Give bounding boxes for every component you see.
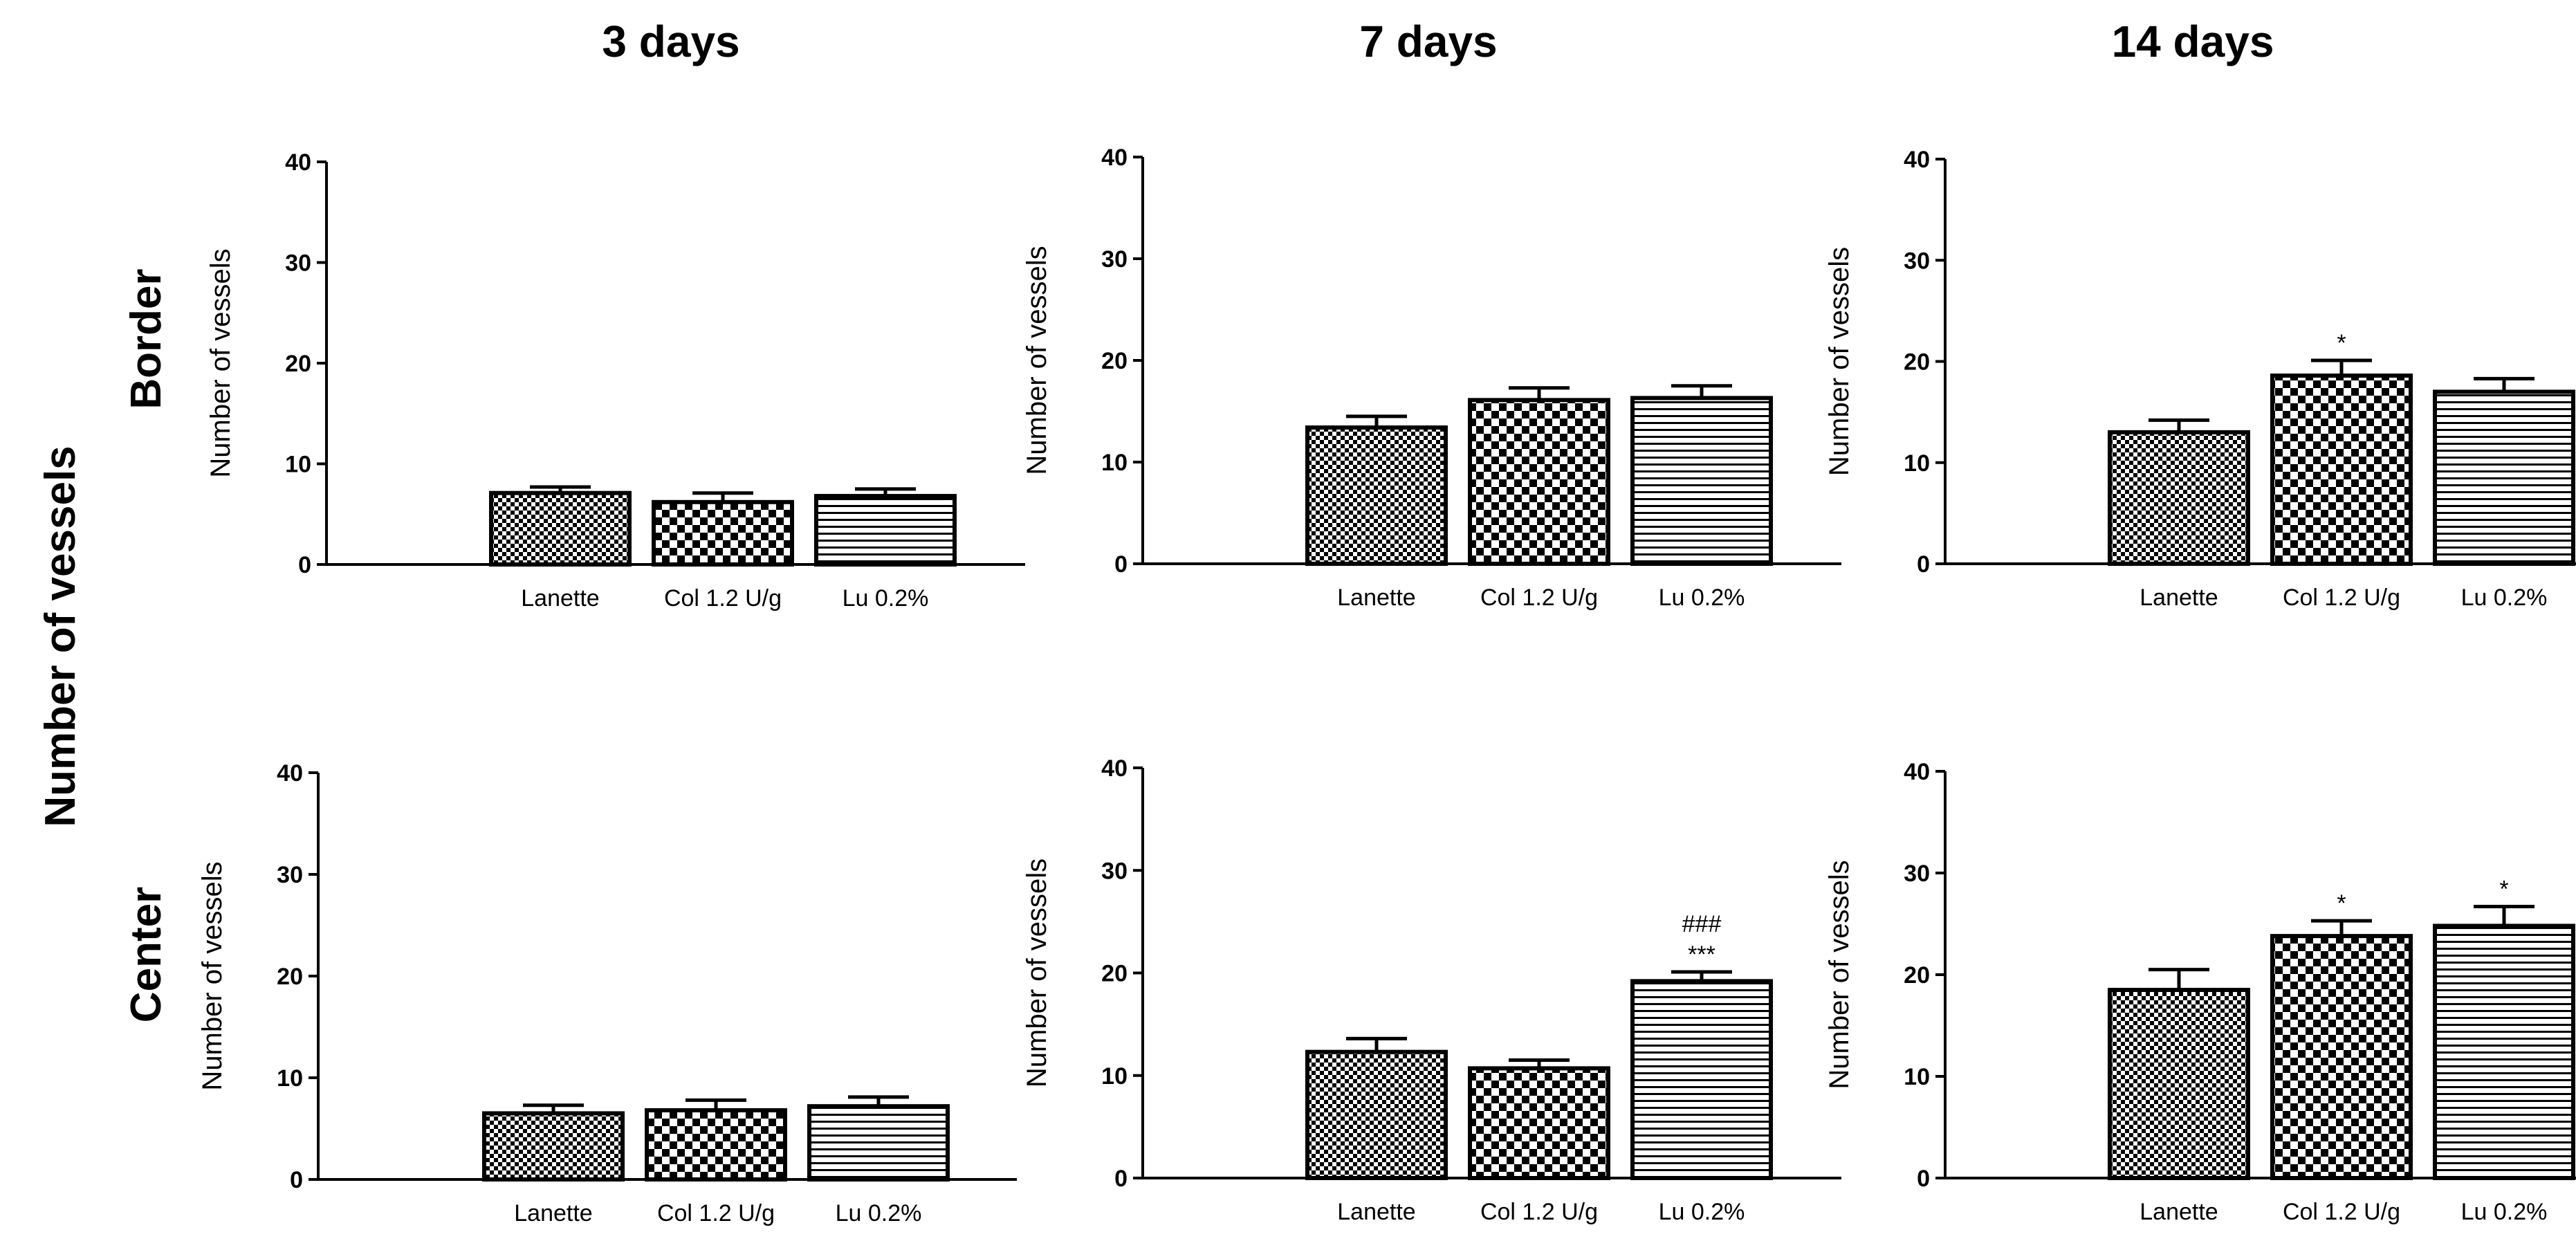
y-axis-label: Number of vessels: [1022, 246, 1052, 475]
y-tick-label: 30: [277, 862, 303, 888]
bar-lanette: [2108, 988, 2250, 1181]
y-tick-label: 0: [298, 552, 311, 578]
x-tick-label: Lu 0.2%: [2461, 585, 2548, 611]
y-tick-label: 20: [277, 964, 303, 990]
y-tick-label: 10: [285, 452, 311, 478]
significance-marker: ***: [1688, 941, 1715, 968]
bar-col-1-2-u-g: [2270, 373, 2413, 566]
y-tick-label: 0: [1114, 551, 1128, 578]
x-tick-label: Lu 0.2%: [836, 1200, 922, 1226]
chart-panel-border-7-days: Number of vessels 0 10 20 30 40 Lanette Col 1.2…: [1022, 145, 1841, 611]
significance-marker: *: [2337, 330, 2346, 356]
y-tick-label: 30: [1101, 858, 1128, 884]
y-tick-label: 20: [1101, 348, 1128, 374]
x-tick-label: Lanette: [521, 585, 599, 612]
significance-marker: *: [2499, 876, 2508, 903]
bar-lu-0-2-: [2433, 923, 2575, 1180]
column-title-3-days: 3 days: [602, 17, 739, 66]
y-tick-label: 0: [290, 1167, 303, 1193]
bar-col-1-2-u-g: [1468, 1066, 1610, 1181]
x-tick-label: Lu 0.2%: [2461, 1199, 2548, 1225]
y-tick-label: 0: [1917, 551, 1930, 578]
significance-marker: ###: [1682, 911, 1722, 937]
x-tick-label: Lu 0.2%: [1659, 1199, 1745, 1225]
x-tick-label: Lanette: [514, 1200, 592, 1226]
bar-lanette: [489, 490, 632, 567]
y-tick-label: 40: [1101, 755, 1128, 782]
x-tick-label: Lu 0.2%: [1659, 585, 1745, 611]
y-tick-label: 40: [1904, 147, 1930, 173]
figure-y-axis-label: Number of vessels: [37, 445, 84, 827]
y-tick-label: 40: [277, 760, 303, 787]
y-axis-label: Number of vessels: [1022, 858, 1052, 1087]
y-tick-label: 20: [1101, 961, 1128, 987]
y-tick-label: 30: [1904, 248, 1930, 274]
y-axis-label: Number of vessels: [1824, 247, 1855, 476]
chart-panel-center-14-days: Number of vessels 0 10 20 30 40 Lanette Col 1.2…: [1824, 759, 2576, 1225]
y-tick-label: 20: [1904, 962, 1930, 989]
y-tick-label: 0: [1114, 1166, 1128, 1192]
y-tick-label: 10: [1101, 450, 1128, 476]
bar-lanette: [482, 1111, 625, 1182]
y-tick-label: 10: [1904, 1064, 1930, 1090]
x-tick-label: Col 1.2 U/g: [664, 585, 782, 612]
x-tick-label: Col 1.2 U/g: [2283, 1199, 2400, 1225]
y-tick-label: 20: [285, 351, 311, 377]
x-tick-label: Lanette: [1337, 585, 1415, 611]
y-tick-label: 10: [277, 1065, 303, 1092]
chart-panels: Number of vessels 0 10 20 30 40 Lanette Col 1.2…: [197, 145, 2576, 1226]
column-title-14-days: 14 days: [2112, 17, 2274, 66]
y-tick-label: 10: [1101, 1063, 1128, 1090]
column-title-7-days: 7 days: [1359, 17, 1497, 66]
bar-col-1-2-u-g: [2270, 934, 2413, 1180]
bar-col-1-2-u-g: [652, 499, 794, 567]
row-label-border: Border: [122, 268, 170, 409]
chart-panel-center-7-days: Number of vessels 0 10 20 30 40 Lanette Col 1.2…: [1022, 755, 1841, 1225]
significance-marker: *: [2337, 890, 2346, 917]
x-tick-label: Col 1.2 U/g: [1480, 1199, 1598, 1225]
bar-col-1-2-u-g: [645, 1108, 787, 1182]
y-tick-label: 40: [1904, 759, 1930, 785]
row-label-center: Center: [122, 887, 170, 1022]
x-tick-label: Lanette: [2140, 1199, 2218, 1225]
x-tick-label: Lu 0.2%: [843, 585, 929, 612]
bar-col-1-2-u-g: [1468, 398, 1610, 567]
y-tick-label: 0: [1917, 1166, 1930, 1192]
y-tick-label: 30: [1101, 246, 1128, 273]
x-tick-label: Col 1.2 U/g: [1480, 585, 1598, 611]
bar-lanette: [2108, 430, 2250, 566]
y-tick-label: 40: [1101, 145, 1128, 171]
x-tick-label: Col 1.2 U/g: [2283, 585, 2400, 611]
bar-lu-0-2-: [814, 494, 957, 567]
bar-lu-0-2-: [1630, 979, 1773, 1180]
y-tick-label: 30: [285, 250, 311, 277]
y-axis-label: Number of vessels: [1824, 860, 1855, 1089]
bar-lanette: [1305, 1049, 1448, 1180]
bar-lu-0-2-: [2433, 389, 2575, 566]
y-tick-label: 20: [1904, 349, 1930, 376]
y-axis-label: Number of vessels: [197, 861, 228, 1090]
chart-panel-border-14-days: Number of vessels 0 10 20 30 40 Lanette Col 1.2…: [1824, 147, 2576, 611]
y-axis-label: Number of vessels: [205, 248, 236, 477]
x-tick-label: Lanette: [2140, 585, 2218, 611]
bar-lu-0-2-: [1630, 396, 1773, 567]
x-tick-label: Lanette: [1337, 1199, 1415, 1225]
bar-lu-0-2-: [807, 1104, 950, 1182]
y-tick-label: 10: [1904, 450, 1930, 477]
bar-lanette: [1305, 425, 1448, 567]
x-tick-label: Col 1.2 U/g: [657, 1200, 775, 1226]
y-tick-label: 30: [1904, 861, 1930, 887]
y-tick-label: 40: [285, 149, 311, 176]
chart-panel-center-3-days: Number of vessels 0 10 20 30 40 Lanette Col 1.2…: [197, 760, 1017, 1226]
chart-panel-border-3-days: Number of vessels 0 10 20 30 40 Lanette Col 1.2…: [205, 149, 1025, 612]
